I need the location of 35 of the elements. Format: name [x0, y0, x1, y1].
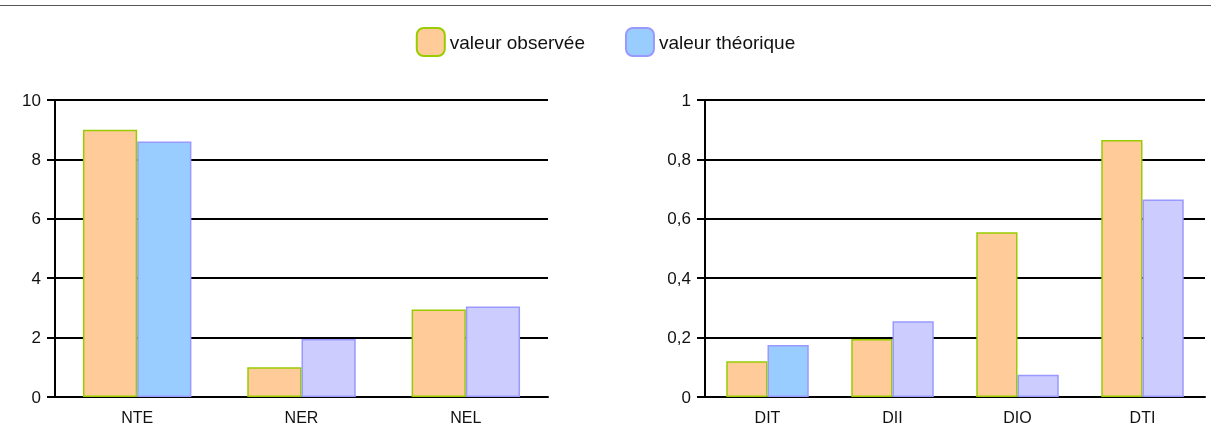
- y-tick-label: 0,6: [667, 209, 691, 229]
- bar: [892, 321, 934, 397]
- y-tick-label: 8: [31, 149, 41, 169]
- x-tick-label: NEL: [450, 408, 482, 426]
- bar: [465, 306, 521, 397]
- y-tick-label: 6: [31, 209, 41, 229]
- bar: [1101, 140, 1143, 397]
- y-tick-label: 10: [22, 90, 41, 110]
- y-tick-label: 0,4: [667, 268, 691, 288]
- x-tick-label: DII: [882, 408, 903, 426]
- bar: [851, 339, 893, 397]
- x-tick-label: DIO: [1003, 408, 1032, 426]
- x-tick-label: NTE: [121, 408, 154, 426]
- x-tick-label: NER: [284, 408, 319, 426]
- bar: [767, 345, 809, 397]
- y-tick-label: 1: [681, 90, 691, 110]
- bar: [1017, 374, 1059, 397]
- y-tick-label: 2: [31, 328, 41, 348]
- y-tick-label: 4: [31, 268, 41, 288]
- bar: [301, 339, 356, 397]
- y-tick-label: 0: [681, 387, 691, 407]
- legend-label: valeur théorique: [658, 31, 796, 53]
- x-tick-label: DTI: [1129, 408, 1156, 426]
- x-tick-label: DIT: [754, 408, 781, 426]
- legend-label: valeur observée: [449, 31, 585, 53]
- bar: [82, 129, 138, 397]
- bar: [411, 309, 466, 397]
- y-tick-label: 0,2: [667, 328, 691, 348]
- bar: [1142, 199, 1184, 397]
- bar: [137, 141, 192, 397]
- y-tick-label: 0,8: [667, 149, 691, 169]
- bar: [726, 361, 768, 397]
- bar: [976, 232, 1018, 397]
- bar: [247, 367, 302, 397]
- y-tick-label: 0: [31, 387, 41, 407]
